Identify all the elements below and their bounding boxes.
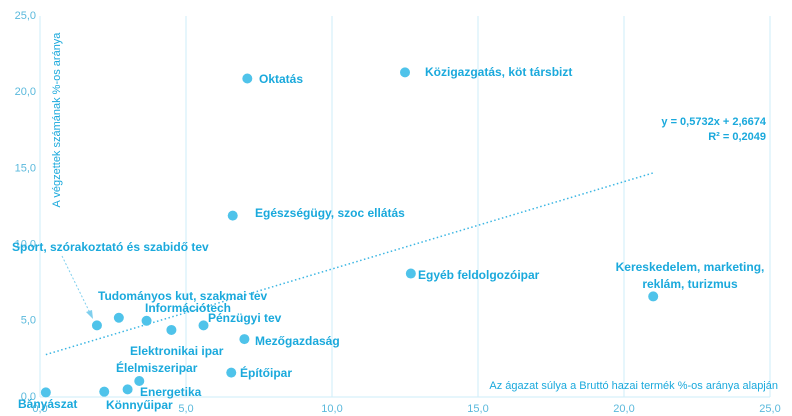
trendline-r2: R² = 0,2049 <box>708 131 766 143</box>
point <box>226 367 237 378</box>
point-label: Mezőgazdaság <box>255 334 340 348</box>
arrow-head <box>86 310 93 319</box>
x-tick-label: 0,0 <box>32 403 47 415</box>
point-label: Oktatás <box>259 72 303 86</box>
point <box>400 67 410 78</box>
point <box>242 73 253 84</box>
point-label: Közigazgatás, köt társbizt <box>425 65 572 79</box>
x-tick-label: 5,0 <box>178 403 193 415</box>
x-tick-label: 20,0 <box>613 403 634 415</box>
point <box>239 334 250 345</box>
point-label: Kereskedelem, marketing, reklám, turizmu… <box>615 260 765 291</box>
point <box>113 312 124 323</box>
point-label: Egyéb feldolgozóipar <box>418 268 540 282</box>
point-label: Sport, szórakoztató és szabidő tev <box>12 240 209 254</box>
trendline-equation: y = 0,5732x + 2,6674 <box>661 116 766 128</box>
point <box>40 387 51 398</box>
label-arrow <box>61 255 92 316</box>
point <box>648 291 659 302</box>
x-tick-label: 10,0 <box>321 403 342 415</box>
point <box>134 375 145 386</box>
point <box>198 320 209 331</box>
point <box>122 384 133 395</box>
x-tick-label: 25,0 <box>759 403 780 415</box>
point <box>166 324 177 335</box>
point-label: Építőipar <box>240 365 292 380</box>
point-label: Könnyűipar <box>106 398 173 412</box>
trendline <box>45 172 654 356</box>
point-label: Bányászat <box>18 397 77 411</box>
point-label: Pénzügyi tev <box>208 311 282 325</box>
y-tick-label: 20,0 <box>15 86 36 98</box>
y-tick-label: 25,0 <box>15 10 36 22</box>
y-axis-label: A végzettek számának %-os aránya <box>51 32 63 208</box>
y-tick-label: 5,0 <box>21 315 36 327</box>
point-label: Információtech <box>145 301 231 315</box>
point <box>141 315 152 326</box>
y-tick-label: 10,0 <box>15 239 36 251</box>
point-label-text: Kereskedelem, marketing, reklám, turizmu… <box>615 260 765 291</box>
x-axis-label: Az ágazat súlya a Bruttó hazai termék %-… <box>489 380 778 392</box>
point-label: Élelmiszeripar <box>116 360 198 375</box>
point-label: Egészségügy, szoc ellátás <box>255 206 405 220</box>
y-tick-label: 0,0 <box>21 391 36 403</box>
point-label: Elektronikai ipar <box>130 344 224 358</box>
point-label: Tudományos kut, szakmai tev <box>98 289 267 303</box>
x-tick-label: 15,0 <box>467 403 488 415</box>
point-label: Energetika <box>140 385 202 399</box>
point <box>99 386 110 397</box>
point <box>227 210 238 221</box>
point <box>405 268 416 279</box>
y-tick-label: 15,0 <box>15 162 36 174</box>
point <box>91 320 102 331</box>
